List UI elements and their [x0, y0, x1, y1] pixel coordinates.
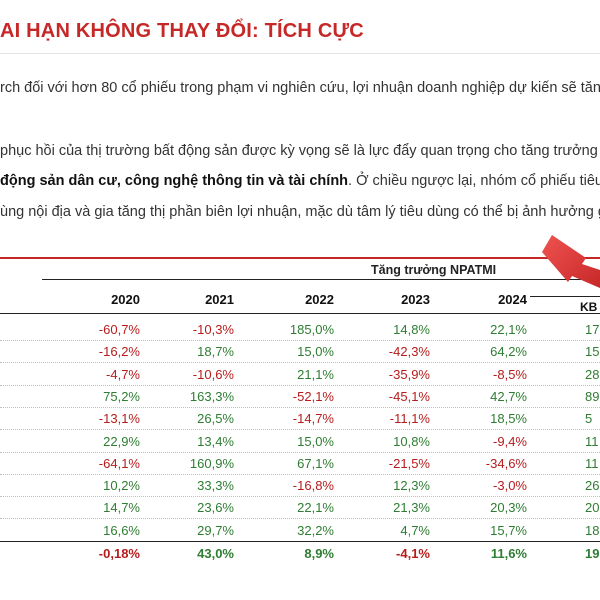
row-divider — [0, 340, 600, 341]
table-cell-4: -3,0% — [493, 478, 527, 494]
table-cell-3: 14,8% — [393, 322, 430, 337]
table-cell-3: -11,1% — [389, 411, 430, 427]
total-partial-cell: 19 — [585, 546, 600, 561]
kb-column-header: KB — [580, 300, 598, 314]
year-header-4: 2024 — [498, 292, 527, 307]
table-cell-4: -8,5% — [493, 366, 527, 382]
year-header-2: 2022 — [305, 292, 334, 307]
table-cell-0: -16,2% — [98, 344, 140, 360]
row-divider — [0, 496, 600, 498]
table-cell-1: 23,6% — [197, 500, 234, 516]
partial-cell: 17 — [585, 322, 600, 337]
table-cell-0: 10,2% — [103, 478, 140, 494]
year-header-3: 2023 — [401, 292, 430, 307]
table-cell-4: 20,3% — [490, 500, 527, 516]
npatmi-group-header: Tăng trưởng NPATMI — [371, 263, 497, 277]
year-header-0: 2020 — [111, 292, 140, 307]
table-cell-4: 18,5% — [490, 411, 527, 427]
paragraph-line-3-bold: động sản dân cư, công nghệ thông tin và … — [0, 173, 349, 189]
table-cell-4: 15,7% — [490, 522, 527, 538]
total-cell-3: -4,1% — [396, 546, 430, 561]
partial-cell: 15 — [585, 344, 600, 360]
table-cell-2: -14,7% — [292, 411, 334, 427]
row-divider — [0, 429, 600, 431]
table-cell-0: -4,7% — [106, 366, 140, 382]
paragraph-line-1: rch đối với hơn 80 cổ phiếu trong phạm v… — [0, 80, 600, 96]
row-divider — [0, 406, 600, 408]
table-cell-1: -10,6% — [192, 366, 234, 382]
section-title: AI HẠN KHÔNG THAY ĐỔI: TÍCH CỰC — [0, 20, 364, 42]
group-header-rule — [42, 279, 600, 280]
table-cell-0: -60,7% — [98, 322, 140, 337]
total-cell-0: -0,18% — [98, 546, 140, 561]
kb-header-rule — [530, 296, 600, 297]
year-header-1: 2021 — [205, 292, 234, 307]
row-divider — [0, 473, 600, 475]
total-cell-4: 11,6% — [490, 546, 527, 561]
table-cell-0: 22,9% — [103, 433, 140, 449]
row-divider — [0, 362, 600, 364]
table-cell-2: 15,0% — [297, 433, 334, 449]
table-cell-4: 42,7% — [490, 388, 527, 404]
table-cell-2: 21,1% — [297, 366, 334, 382]
table-cell-1: 160,9% — [189, 455, 234, 471]
table-cell-2: 32,2% — [297, 522, 334, 538]
table-cell-3: 21,3% — [393, 500, 430, 516]
partial-cell: 11 — [585, 455, 599, 471]
table-cell-3: 12,3% — [393, 478, 430, 494]
table-top-rule — [0, 257, 600, 259]
partial-cell: 5 — [585, 411, 593, 427]
table-cell-2: -16,8% — [292, 478, 334, 494]
table-cell-3: 10,8% — [393, 433, 430, 449]
header-bottom-rule — [0, 313, 600, 314]
paragraph-line-2: phục hồi của thị trường bất động sản đượ… — [0, 143, 598, 159]
table-cell-0: -13,1% — [98, 411, 140, 427]
table-cell-3: -21,5% — [388, 455, 430, 471]
title-divider — [0, 53, 600, 54]
table-cell-1: 13,4% — [197, 433, 234, 449]
table-cell-2: 185,0% — [289, 322, 334, 337]
table-cell-3: -42,3% — [388, 344, 430, 360]
table-cell-0: 14,7% — [103, 500, 140, 516]
table-cell-1: 29,7% — [197, 522, 234, 538]
table-cell-4: -9,4% — [493, 433, 527, 449]
row-divider — [0, 451, 600, 453]
table-cell-4: -34,6% — [485, 455, 527, 471]
table-cell-0: -64,1% — [98, 455, 140, 471]
table-cell-1: 18,7% — [197, 344, 234, 360]
paragraph-line-4: ùng nội địa và gia tăng thị phần biên lợ… — [0, 204, 600, 220]
table-cell-4: 64,2% — [490, 344, 527, 360]
row-divider — [0, 384, 600, 386]
table-cell-1: 163,3% — [189, 388, 234, 404]
total-cell-2: 8,9% — [304, 546, 334, 561]
table-cell-1: 33,3% — [197, 478, 234, 494]
table-cell-0: 16,6% — [103, 522, 140, 538]
table-cell-3: -45,1% — [388, 388, 430, 404]
paragraph-line-3: động sản dân cư, công nghệ thông tin và … — [0, 173, 600, 189]
table-cell-2: -52,1% — [292, 388, 334, 404]
partial-cell: 11 — [585, 433, 599, 449]
partial-cell: 18 — [585, 522, 600, 538]
table-cell-3: 4,7% — [400, 522, 430, 538]
partial-cell: 28 — [585, 366, 600, 382]
paragraph-line-3-rest: . Ở chiều ngược lại, nhóm cổ phiếu tiêu … — [348, 173, 600, 189]
partial-cell: 26 — [585, 478, 600, 494]
table-cell-1: -10,3% — [192, 322, 234, 337]
partial-cell: 89 — [585, 388, 600, 404]
table-cell-0: 75,2% — [103, 388, 140, 404]
total-cell-1: 43,0% — [197, 546, 234, 561]
table-cell-2: 22,1% — [297, 500, 334, 516]
table-cell-3: -35,9% — [388, 366, 430, 382]
partial-cell: 20 — [585, 500, 600, 516]
row-divider — [0, 518, 600, 520]
table-cell-4: 22,1% — [490, 322, 527, 337]
table-cell-1: 26,5% — [197, 411, 234, 427]
table-cell-2: 67,1% — [297, 455, 334, 471]
total-row-rule — [0, 541, 600, 542]
table-cell-2: 15,0% — [297, 344, 334, 360]
